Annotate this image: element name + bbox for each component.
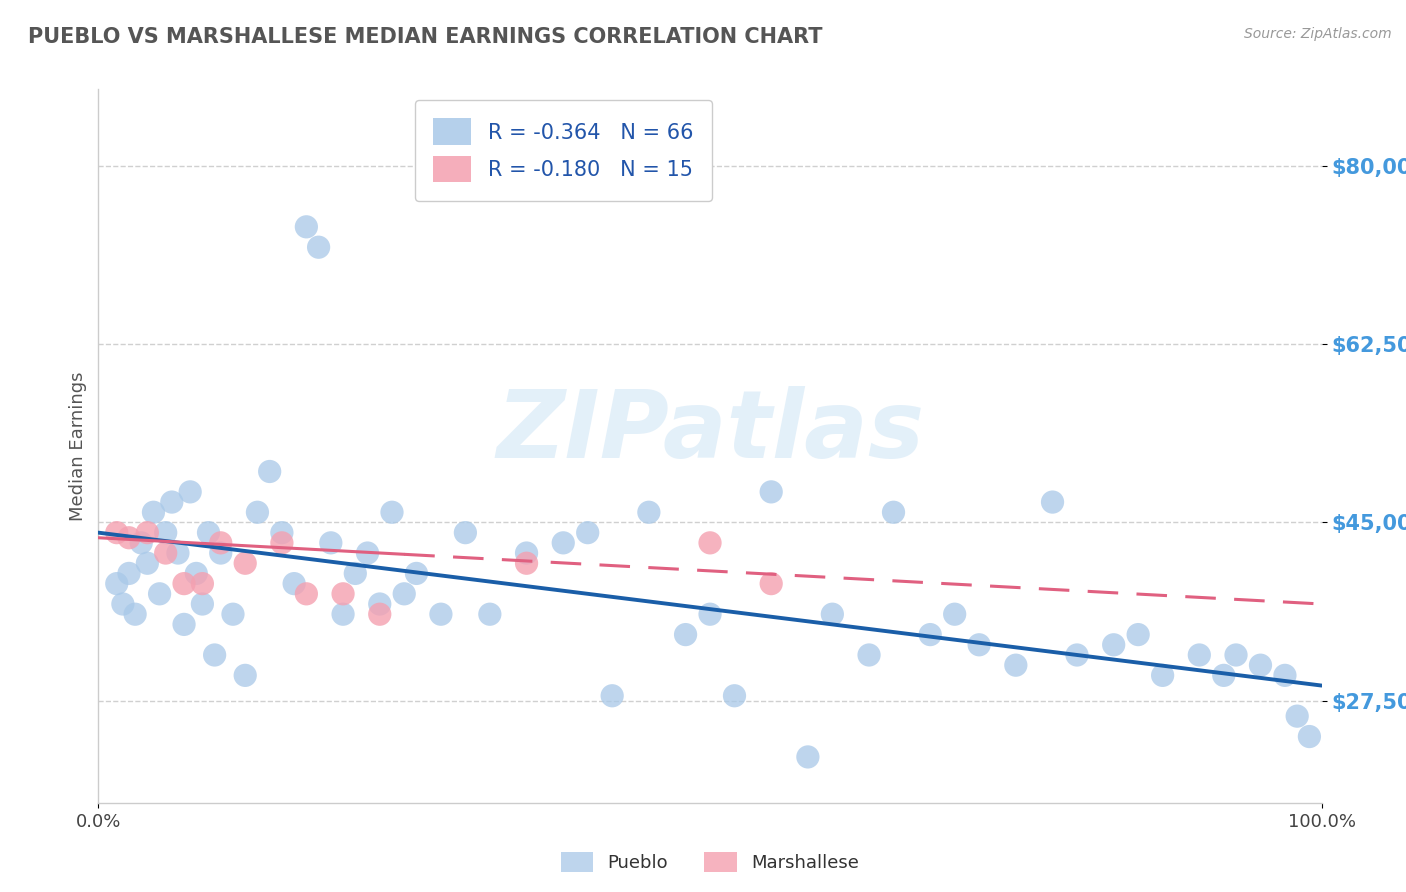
Point — [576, 525, 599, 540]
Point — [405, 566, 427, 581]
Point — [761, 576, 783, 591]
Point — [1298, 730, 1320, 744]
Point — [797, 750, 820, 764]
Point — [943, 607, 966, 622]
Point — [344, 566, 367, 581]
Point — [723, 689, 745, 703]
Point — [186, 566, 208, 581]
Point — [118, 531, 141, 545]
Point — [967, 638, 990, 652]
Point — [270, 525, 294, 540]
Point — [392, 587, 416, 601]
Point — [283, 576, 305, 591]
Point — [136, 556, 159, 570]
Point — [1004, 658, 1026, 673]
Point — [368, 597, 391, 611]
Point — [858, 648, 880, 662]
Point — [1225, 648, 1247, 662]
Point — [761, 484, 783, 499]
Point — [308, 240, 330, 254]
Text: Source: ZipAtlas.com: Source: ZipAtlas.com — [1244, 27, 1392, 41]
Point — [136, 525, 159, 540]
Point — [173, 576, 195, 591]
Point — [1066, 648, 1088, 662]
Point — [160, 495, 183, 509]
Point — [295, 587, 318, 601]
Point — [270, 536, 294, 550]
Point — [1274, 668, 1296, 682]
Point — [197, 525, 219, 540]
Point — [295, 219, 318, 234]
Point — [1286, 709, 1309, 723]
Point — [821, 607, 844, 622]
Point — [516, 556, 538, 570]
Text: PUEBLO VS MARSHALLESE MEDIAN EARNINGS CORRELATION CHART: PUEBLO VS MARSHALLESE MEDIAN EARNINGS CO… — [28, 27, 823, 46]
Point — [1128, 627, 1150, 641]
Point — [430, 607, 453, 622]
Point — [191, 597, 214, 611]
Y-axis label: Median Earnings: Median Earnings — [69, 371, 87, 521]
Point — [883, 505, 905, 519]
Point — [155, 525, 177, 540]
Point — [209, 546, 232, 560]
Point — [179, 484, 201, 499]
Point — [332, 587, 354, 601]
Point — [1102, 638, 1125, 652]
Text: ZIPatlas: ZIPatlas — [496, 385, 924, 478]
Point — [222, 607, 245, 622]
Point — [173, 617, 195, 632]
Point — [675, 627, 697, 641]
Point — [553, 536, 575, 550]
Point — [233, 556, 256, 570]
Point — [600, 689, 623, 703]
Point — [319, 536, 342, 550]
Point — [233, 668, 256, 682]
Point — [209, 536, 232, 550]
Point — [381, 505, 404, 519]
Point — [368, 607, 391, 622]
Point — [105, 525, 128, 540]
Point — [478, 607, 501, 622]
Point — [454, 525, 477, 540]
Point — [149, 587, 172, 601]
Point — [142, 505, 165, 519]
Legend: Pueblo, Marshallese: Pueblo, Marshallese — [554, 845, 866, 880]
Point — [637, 505, 661, 519]
Point — [920, 627, 942, 641]
Point — [111, 597, 134, 611]
Point — [699, 536, 721, 550]
Point — [129, 536, 152, 550]
Point — [105, 576, 128, 591]
Point — [118, 566, 141, 581]
Point — [332, 607, 354, 622]
Point — [1152, 668, 1174, 682]
Point — [124, 607, 146, 622]
Point — [246, 505, 269, 519]
Point — [1188, 648, 1211, 662]
Point — [516, 546, 538, 560]
Point — [259, 465, 281, 479]
Point — [204, 648, 226, 662]
Point — [155, 546, 177, 560]
Point — [699, 607, 721, 622]
Point — [1250, 658, 1272, 673]
Point — [356, 546, 378, 560]
Point — [167, 546, 190, 560]
Point — [191, 576, 214, 591]
Point — [1042, 495, 1064, 509]
Point — [1212, 668, 1234, 682]
